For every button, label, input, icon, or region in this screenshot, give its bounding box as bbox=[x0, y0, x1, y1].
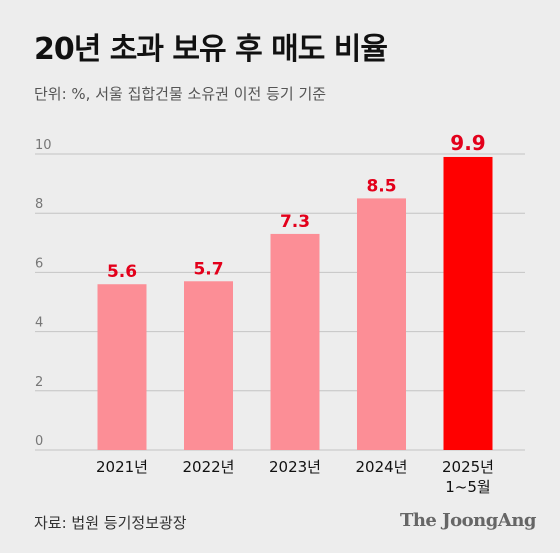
bar bbox=[443, 156, 493, 450]
x-tick-label: 2025년 bbox=[442, 458, 494, 476]
data-label: 5.7 bbox=[193, 259, 223, 279]
x-tick-label: 1~5월 bbox=[445, 478, 490, 496]
chart-title: 20년 초과 보유 후 매도 비율 bbox=[34, 32, 388, 67]
y-tick-label: 4 bbox=[35, 316, 43, 331]
bar bbox=[270, 233, 320, 450]
bar bbox=[184, 281, 233, 450]
x-tick-label: 2022년 bbox=[183, 458, 235, 476]
x-tick-label: 2024년 bbox=[356, 458, 408, 476]
source-note: 자료: 법원 등기정보광장 bbox=[34, 514, 187, 532]
x-tick-label: 2023년 bbox=[269, 458, 321, 476]
bar-chart: 0 2 4 6 8 10 5.6 2021년 5.7 2022년 7.3 2023년 8.5 2024년 9… bbox=[35, 131, 525, 496]
chart-subtitle: 단위: %, 서울 집합건물 소유권 이전 등기 기준 bbox=[34, 85, 327, 103]
bar bbox=[97, 284, 147, 450]
data-label: 9.9 bbox=[450, 131, 485, 155]
y-tick-label: 2 bbox=[35, 375, 43, 390]
data-label: 7.3 bbox=[280, 212, 310, 232]
bar bbox=[357, 198, 406, 450]
data-label: 8.5 bbox=[366, 176, 396, 196]
y-tick-label: 6 bbox=[35, 256, 43, 271]
publisher-logo: The JoongAng bbox=[399, 510, 537, 531]
y-tick-label: 10 bbox=[35, 138, 52, 153]
data-label: 5.6 bbox=[107, 262, 137, 282]
x-tick-label: 2021년 bbox=[96, 458, 148, 476]
y-tick-label: 0 bbox=[35, 434, 43, 449]
y-tick-label: 8 bbox=[35, 197, 43, 212]
